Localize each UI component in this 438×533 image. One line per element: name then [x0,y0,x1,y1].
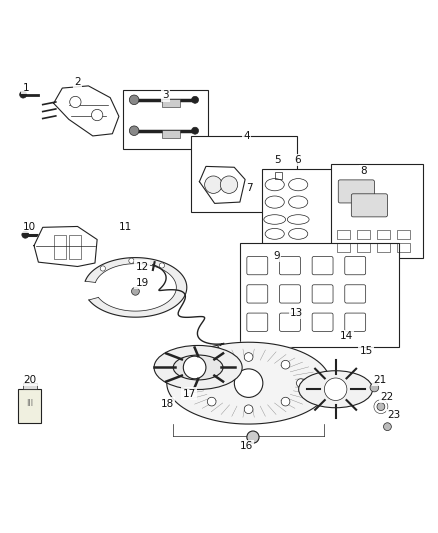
Circle shape [244,405,253,414]
Bar [123,90,208,149]
Text: 2: 2 [74,77,81,87]
Ellipse shape [173,355,223,380]
Circle shape [191,127,198,134]
Bar [396,244,410,252]
Bar [240,244,399,347]
Bar [261,169,351,256]
Bar [53,235,66,259]
Text: 21: 21 [374,375,387,385]
Bar [18,389,41,423]
Text: 3: 3 [162,91,169,100]
Text: 19: 19 [135,278,148,288]
Ellipse shape [154,345,242,390]
Bar [377,244,390,252]
Bar [162,130,180,138]
Circle shape [325,378,347,400]
Text: 8: 8 [360,166,367,176]
Circle shape [377,403,385,410]
Text: 18: 18 [161,399,174,409]
Text: 1: 1 [22,83,29,93]
Text: 10: 10 [23,222,36,232]
Circle shape [192,379,201,387]
Circle shape [70,96,81,108]
Polygon shape [53,86,119,136]
Circle shape [205,176,222,193]
Polygon shape [34,227,97,266]
Text: 14: 14 [340,331,353,341]
Text: 23: 23 [387,410,400,421]
Bar [275,173,282,180]
Circle shape [100,266,106,271]
Bar [162,99,180,107]
Bar [357,244,370,252]
Circle shape [92,109,103,120]
Bar [336,230,350,239]
FancyBboxPatch shape [338,180,374,203]
Text: 7: 7 [246,183,253,193]
Circle shape [370,383,379,392]
Circle shape [247,431,259,443]
Text: 9: 9 [274,251,280,261]
Bar [396,230,410,239]
Circle shape [129,126,139,135]
Bar [377,230,390,239]
Circle shape [22,231,29,238]
Circle shape [20,91,27,98]
Text: 17: 17 [182,389,196,399]
Polygon shape [199,166,245,204]
Circle shape [244,353,253,361]
Circle shape [234,369,263,398]
Text: 22: 22 [380,392,393,402]
Text: 12: 12 [135,262,148,271]
Circle shape [131,287,139,295]
Circle shape [184,356,206,379]
Circle shape [159,263,165,268]
Polygon shape [85,257,187,317]
Circle shape [297,379,305,387]
Text: 20: 20 [24,375,37,385]
Ellipse shape [299,371,373,408]
Bar [191,136,297,212]
Bar [23,383,37,389]
Text: 15: 15 [360,346,373,357]
Circle shape [129,95,139,104]
Circle shape [384,423,391,431]
Circle shape [220,176,238,193]
Circle shape [281,397,290,406]
Text: 11: 11 [118,222,131,232]
Text: 4: 4 [243,131,250,141]
Circle shape [191,96,198,103]
Circle shape [129,258,134,263]
Polygon shape [167,342,330,424]
Text: 16: 16 [240,441,253,451]
Circle shape [207,360,216,369]
Text: 6: 6 [294,155,300,165]
Bar [357,230,370,239]
FancyBboxPatch shape [351,194,388,217]
Text: |||: ||| [26,399,33,406]
Bar [331,164,423,258]
Bar [69,235,81,259]
Text: 5: 5 [275,155,281,165]
Text: 13: 13 [290,308,304,318]
Bar [336,244,350,252]
Circle shape [207,397,216,406]
Circle shape [281,360,290,369]
